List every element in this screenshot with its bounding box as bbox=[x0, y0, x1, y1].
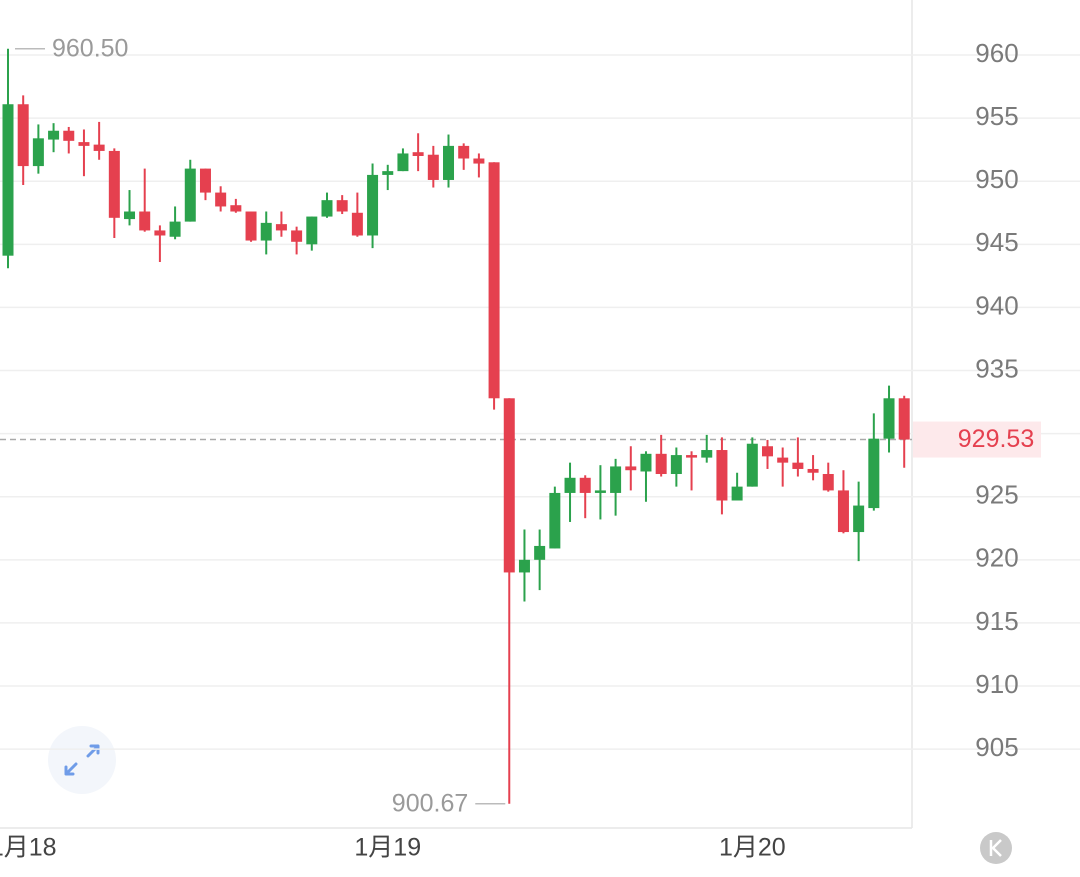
y-tick-label: 955 bbox=[975, 101, 1018, 131]
y-tick-label: 925 bbox=[975, 480, 1018, 510]
y-tick-label: 950 bbox=[975, 164, 1018, 194]
candle-body bbox=[837, 490, 849, 533]
candle-body bbox=[503, 398, 515, 573]
candle-body bbox=[321, 200, 333, 217]
candle-body bbox=[93, 144, 105, 151]
last-price-bg bbox=[913, 421, 1041, 458]
y-tick-label: 935 bbox=[975, 353, 1018, 383]
candle-body bbox=[762, 446, 773, 457]
candle-body bbox=[184, 168, 196, 222]
candle-body bbox=[473, 158, 485, 164]
candle-body bbox=[549, 492, 561, 549]
candle-body bbox=[534, 545, 546, 560]
y-tick-label: 920 bbox=[975, 543, 1018, 573]
candle-body bbox=[351, 212, 363, 236]
candle-body bbox=[686, 455, 698, 458]
candle-body bbox=[898, 398, 910, 440]
candle-body bbox=[807, 468, 819, 473]
candle-body bbox=[458, 145, 470, 159]
candle-body bbox=[564, 477, 576, 493]
plot: 9059109159209259309359409459509559601月18… bbox=[0, 34, 1080, 862]
candle-body bbox=[382, 171, 394, 175]
candle-body bbox=[488, 162, 500, 399]
candle-body bbox=[868, 438, 880, 509]
y-tick-label: 945 bbox=[975, 227, 1018, 257]
candle-body bbox=[2, 104, 14, 256]
collapse-button-bg[interactable] bbox=[980, 832, 1012, 864]
candle-body bbox=[108, 150, 120, 218]
candle-body bbox=[48, 130, 60, 140]
candle-body bbox=[427, 154, 439, 180]
candle-body bbox=[731, 486, 743, 501]
candle-body bbox=[199, 168, 211, 193]
candle-body bbox=[412, 152, 424, 156]
candle-body bbox=[655, 453, 667, 475]
candle-body bbox=[701, 450, 713, 458]
annotation-label: 900.67 bbox=[392, 789, 468, 817]
x-tick-label: 1月19 bbox=[354, 834, 421, 862]
candle-body bbox=[260, 222, 272, 241]
candle-body bbox=[777, 457, 789, 463]
annotation-label: 960.50 bbox=[52, 34, 128, 62]
x-tick-label: 1月18 bbox=[0, 834, 57, 862]
y-tick-label: 960 bbox=[975, 38, 1018, 68]
candle-body bbox=[124, 211, 136, 220]
candle-body bbox=[716, 450, 728, 501]
candle-body bbox=[853, 505, 865, 533]
last-price-label: 929.53 bbox=[958, 425, 1034, 453]
candle-body bbox=[610, 466, 622, 493]
expand-button-bg[interactable] bbox=[48, 726, 116, 794]
expand-button[interactable] bbox=[48, 726, 116, 794]
candle-body bbox=[625, 466, 637, 471]
candle-body bbox=[822, 474, 834, 491]
collapse-button[interactable] bbox=[980, 832, 1012, 864]
y-tick-label: 905 bbox=[975, 732, 1018, 762]
y-tick-label: 910 bbox=[975, 669, 1018, 699]
candle-body bbox=[154, 230, 166, 236]
y-tick-label: 940 bbox=[975, 290, 1018, 320]
candle-body bbox=[367, 174, 379, 236]
candle-body bbox=[230, 205, 242, 212]
candle-body bbox=[336, 200, 348, 212]
collapse-icon[interactable] bbox=[989, 839, 1002, 857]
candle-body bbox=[397, 153, 409, 172]
candle-body bbox=[792, 462, 804, 469]
candle-body bbox=[63, 130, 75, 141]
candle-body bbox=[306, 216, 318, 245]
candle-body bbox=[291, 230, 303, 242]
candle-body bbox=[78, 142, 90, 146]
candle-body bbox=[594, 490, 606, 493]
candle-body bbox=[139, 211, 151, 231]
candle-body bbox=[883, 398, 895, 439]
candle-body bbox=[245, 211, 257, 241]
candle-body bbox=[518, 559, 530, 573]
x-tick-label: 1月20 bbox=[719, 834, 786, 862]
candle-body bbox=[215, 192, 227, 207]
candle-body bbox=[579, 477, 591, 493]
expand-icon[interactable] bbox=[64, 744, 100, 776]
candle-body bbox=[32, 138, 44, 167]
candle-body bbox=[169, 221, 181, 237]
y-tick-label: 915 bbox=[975, 606, 1018, 636]
candle-body bbox=[275, 224, 287, 231]
candle-body bbox=[746, 443, 758, 487]
candle-body bbox=[670, 455, 682, 475]
candle-body bbox=[17, 104, 29, 167]
candle-body bbox=[443, 145, 455, 180]
candle-body bbox=[640, 453, 652, 472]
